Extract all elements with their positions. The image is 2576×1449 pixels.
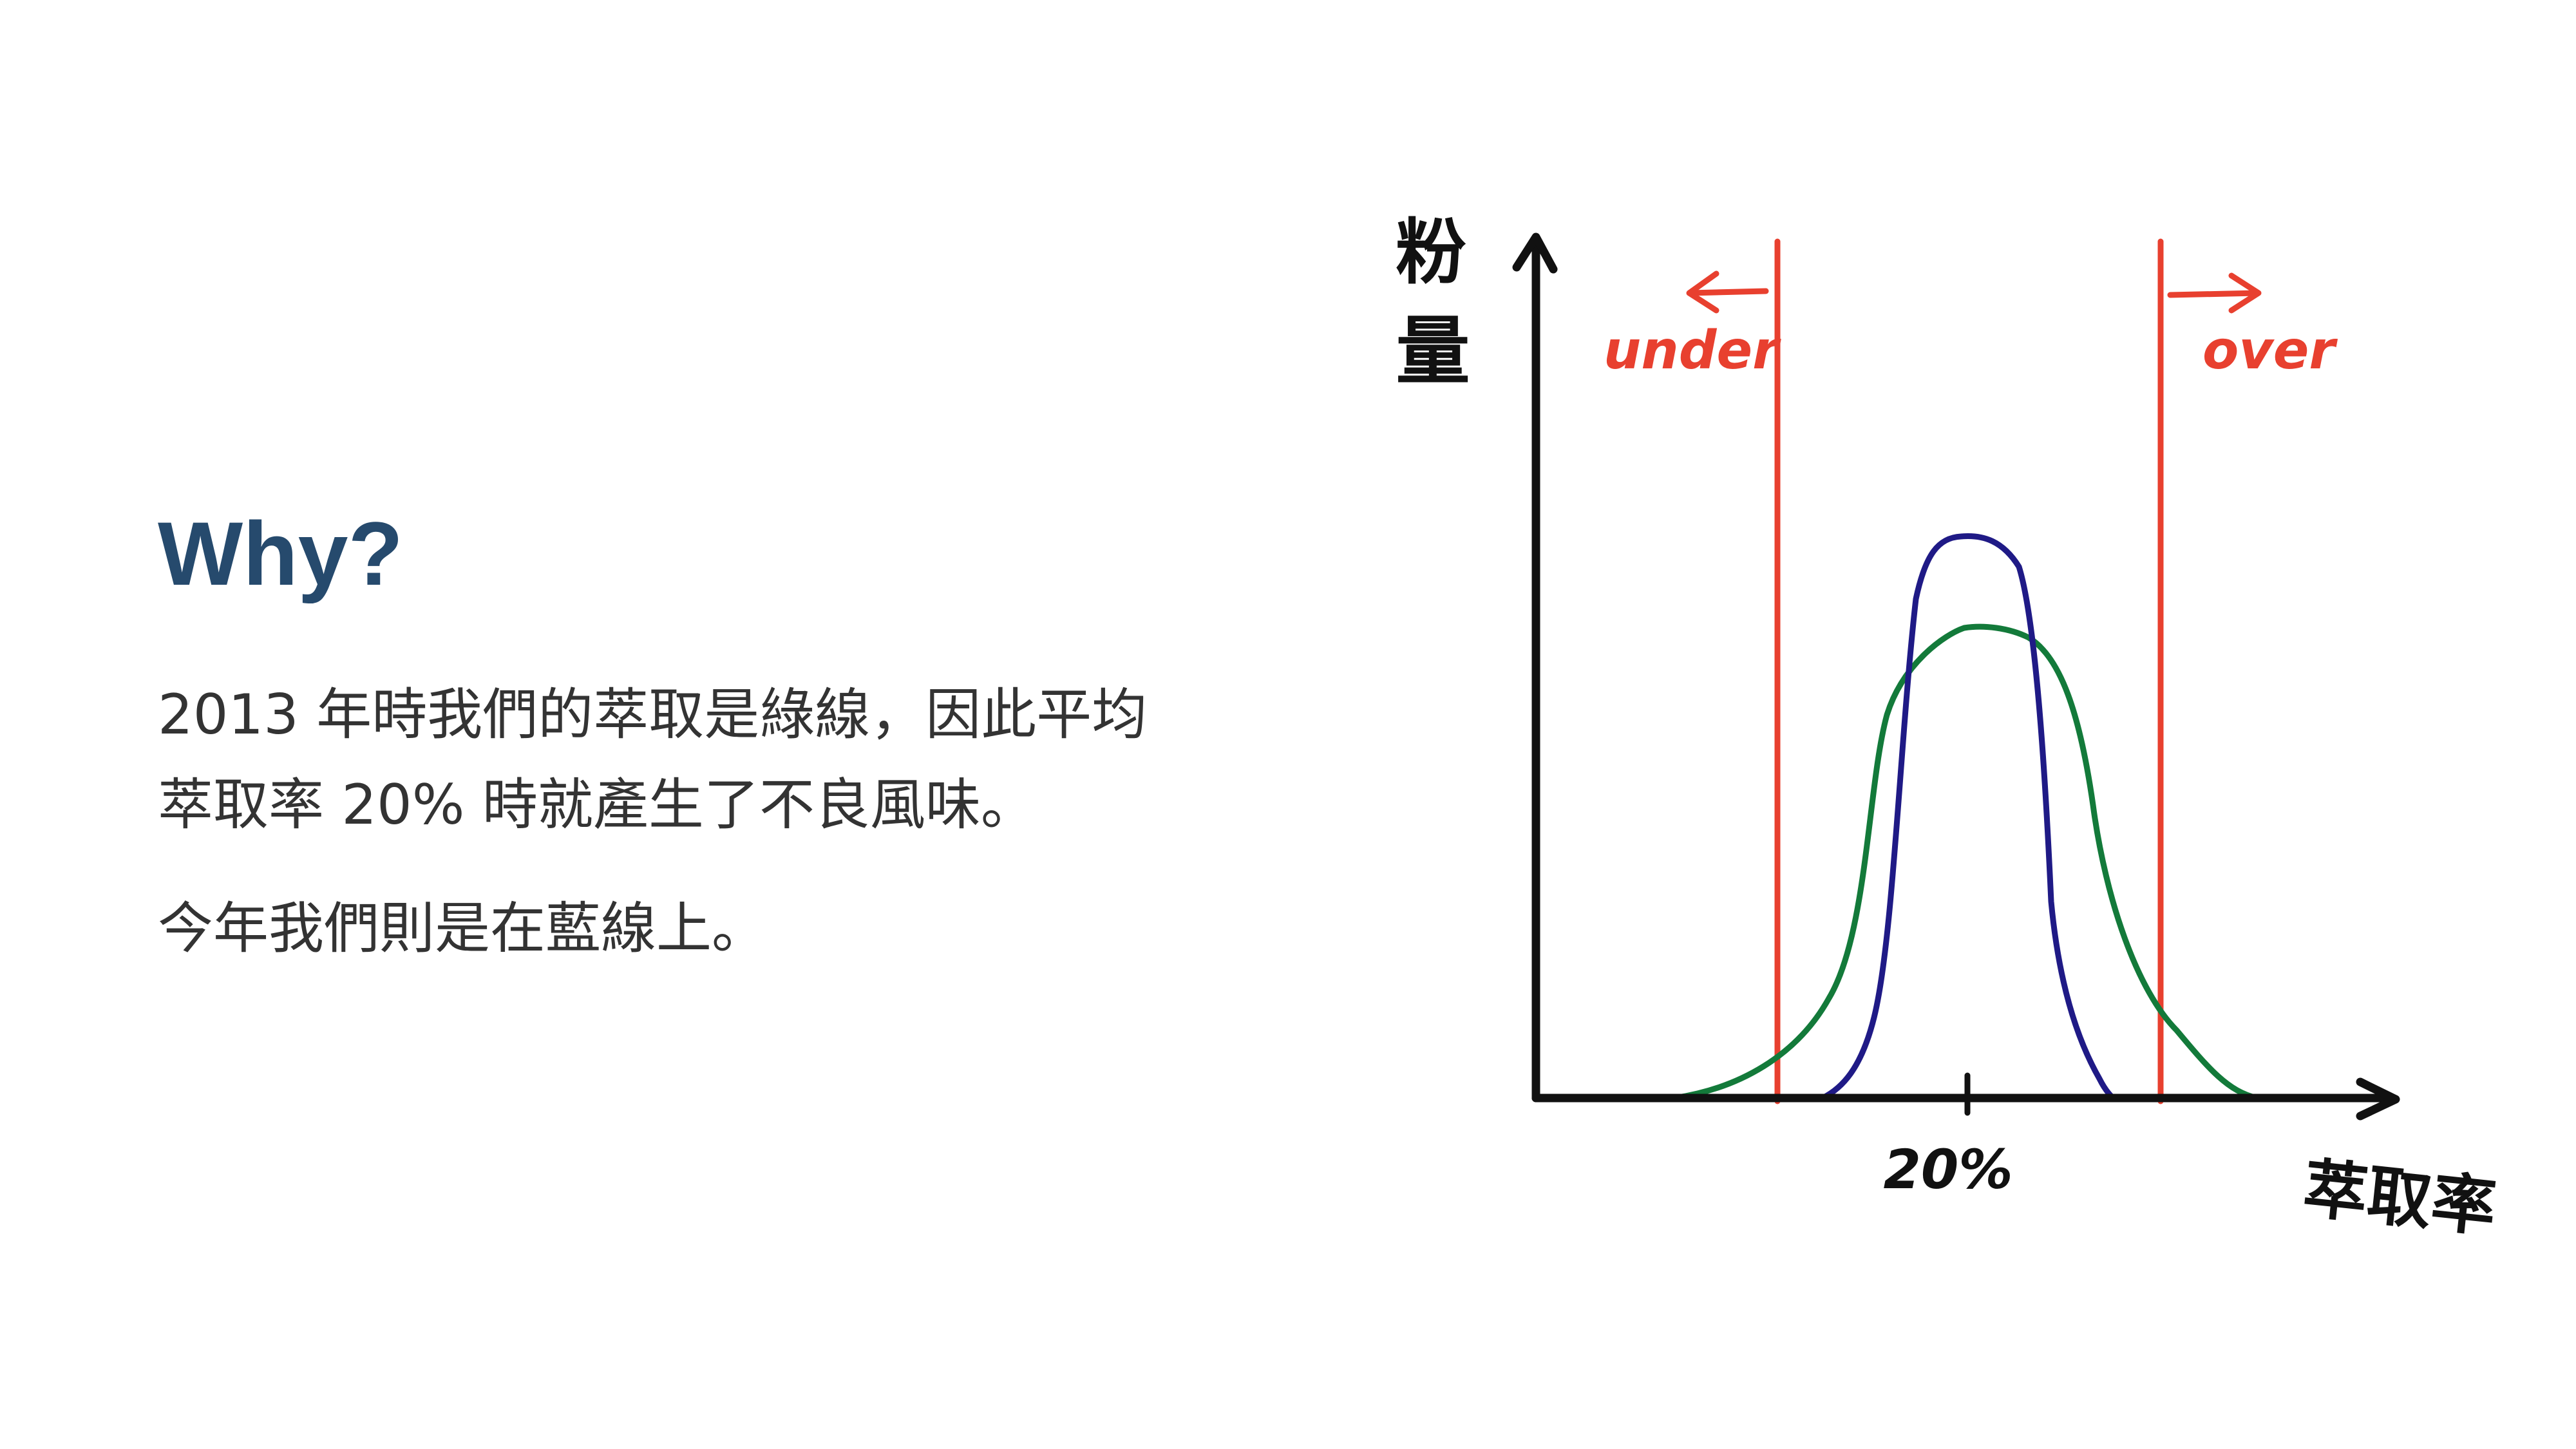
x-axis [1531, 1077, 2400, 1121]
blue-curve-this-year [1819, 533, 2119, 1103]
y-axis [1512, 232, 1558, 1103]
y-axis-label-bottom: 量 [1396, 308, 1470, 395]
over-label: over [2202, 320, 2338, 381]
under-label: under [1604, 320, 1781, 381]
body-paragraph-this-year: 今年我們則是在藍線上。 [158, 896, 767, 961]
y-axis-label-top: 粉 [1396, 211, 1466, 294]
x-tick-label-20: 20% [1883, 1138, 2012, 1201]
slide-body: 2013 年時我們的萃取是綠線，因此平均萃取率 20% 時就產生了不良風味。 今… [158, 670, 1162, 974]
body-paragraph-2013: 2013 年時我們的萃取是綠線，因此平均萃取率 20% 時就產生了不良風味。 [158, 683, 1148, 837]
x-axis-label: 萃取率 [2300, 1151, 2500, 1246]
over-arrow [2167, 272, 2262, 314]
green-curve-2013 [1671, 623, 2260, 1101]
slide-title: Why? [158, 503, 404, 604]
under-arrow [1686, 270, 1769, 314]
